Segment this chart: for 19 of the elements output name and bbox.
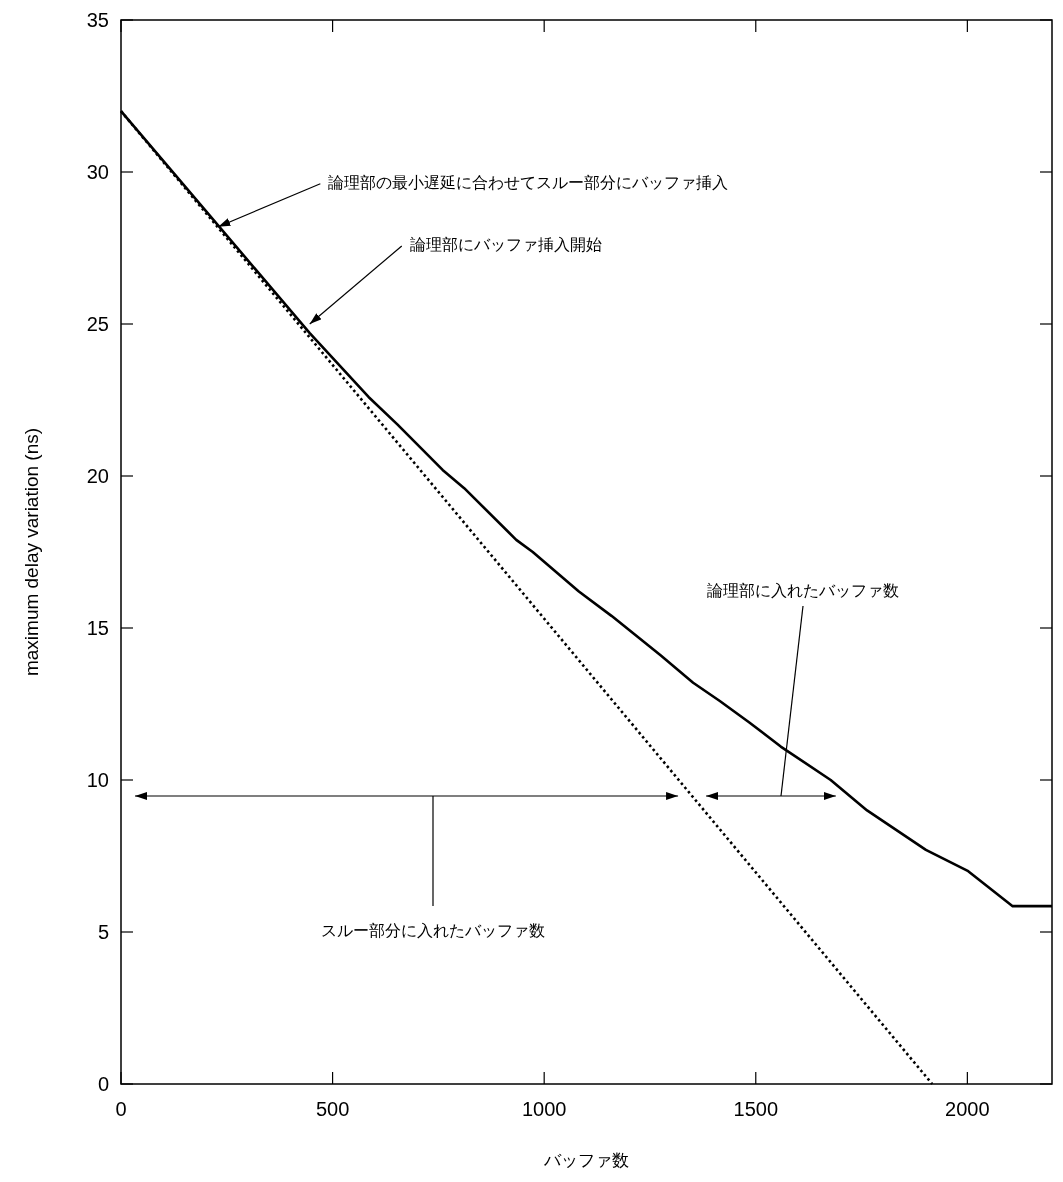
y-tick-label: 15 <box>86 617 109 639</box>
x-axis-title: バッファ数 <box>543 1151 629 1170</box>
y-axis-title: maximum delay variation (ns) <box>21 427 42 677</box>
x-tick-label: 1500 <box>733 1098 779 1120</box>
x-tick-label: 500 <box>315 1098 350 1120</box>
x-tick-label: 1000 <box>521 1098 567 1120</box>
annotation: 論理部に入れたバッファ数 <box>707 582 899 599</box>
annotation: 論理部にバッファ挿入開始 <box>409 236 602 253</box>
y-tick-label: 10 <box>86 769 109 791</box>
annotation: スルー部分に入れたバッファ数 <box>321 922 545 939</box>
x-tick-label: 2000 <box>945 1098 990 1120</box>
y-tick-label: 5 <box>97 921 109 943</box>
y-tick-label: 0 <box>97 1073 109 1095</box>
y-tick-label: 30 <box>86 161 109 183</box>
annotation: 論理部の最小遅延に合わせてスルー部分にバッファ挿入 <box>328 173 729 191</box>
y-tick-label: 35 <box>86 9 109 31</box>
x-tick-label: 0 <box>115 1098 127 1120</box>
y-tick-label: 25 <box>86 313 109 335</box>
y-tick-label: 20 <box>86 465 109 487</box>
